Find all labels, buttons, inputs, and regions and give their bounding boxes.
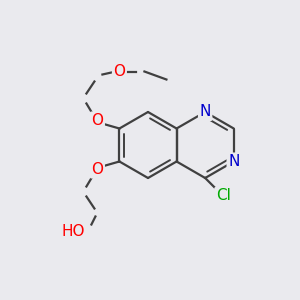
Text: N: N	[228, 154, 239, 169]
Text: O: O	[92, 162, 104, 177]
Text: O: O	[92, 113, 104, 128]
Text: HO: HO	[62, 224, 86, 239]
Text: Cl: Cl	[216, 188, 231, 203]
Text: O: O	[113, 64, 125, 79]
Text: N: N	[200, 104, 211, 119]
